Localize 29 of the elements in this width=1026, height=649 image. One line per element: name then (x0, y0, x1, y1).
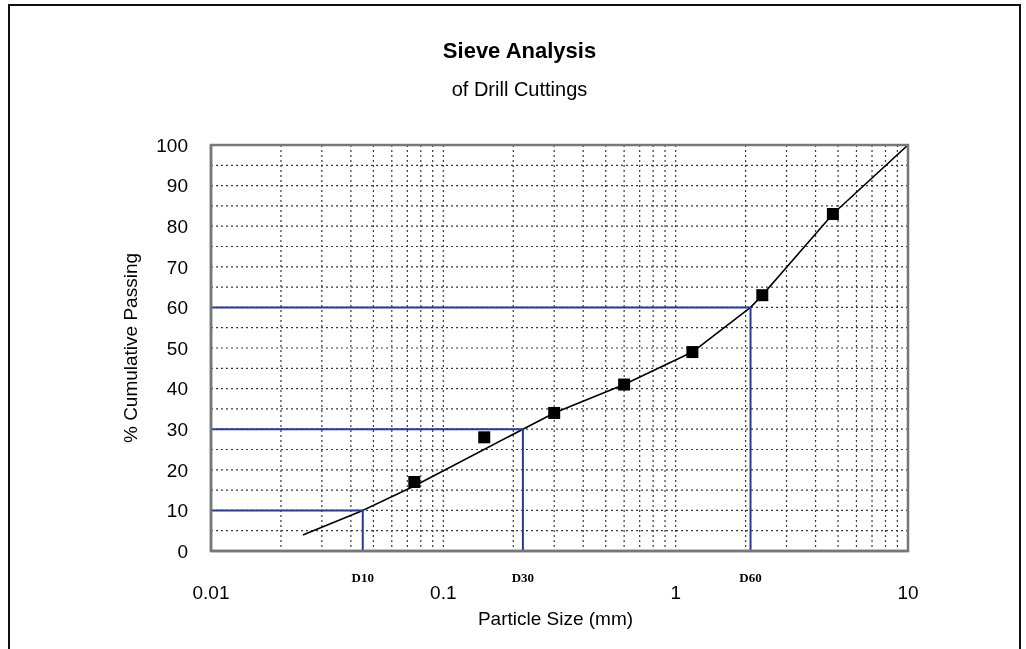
y-tick-label: 30 (166, 418, 188, 440)
point (548, 406, 561, 419)
chart-subtitle: of Drill Cuttings (451, 78, 588, 100)
y-tick-label: 0 (177, 540, 188, 562)
x-tick-label: 0.1 (430, 582, 457, 604)
y-tick-label: 40 (166, 378, 188, 400)
y-tick-label: 50 (166, 337, 188, 359)
y-tick-label: 80 (166, 215, 188, 237)
y-tick-label: 60 (166, 297, 188, 319)
y-tick-label: 20 (166, 459, 188, 481)
point (478, 431, 491, 444)
series-label: D30 (511, 570, 535, 585)
x-tick-label: 10 (897, 582, 919, 604)
y-tick-label: 100 (156, 134, 188, 156)
point (756, 289, 769, 302)
series-label: D60 (739, 570, 762, 585)
y-tick-label: 10 (166, 500, 188, 522)
y-axis-title: % Cumulative Passing (120, 252, 141, 444)
chart-title: Sieve Analysis (442, 38, 597, 63)
point (618, 378, 631, 391)
x-axis-title: Particle Size (mm) (477, 608, 634, 629)
point (826, 208, 839, 221)
x-tick-label: 0.01 (192, 582, 230, 604)
x-tick-label: 1 (670, 582, 681, 604)
y-tick-label: 90 (166, 175, 188, 197)
y-tick-label: 70 (166, 256, 188, 278)
point (686, 346, 699, 359)
series-label: D10 (351, 570, 374, 585)
point (408, 475, 421, 488)
